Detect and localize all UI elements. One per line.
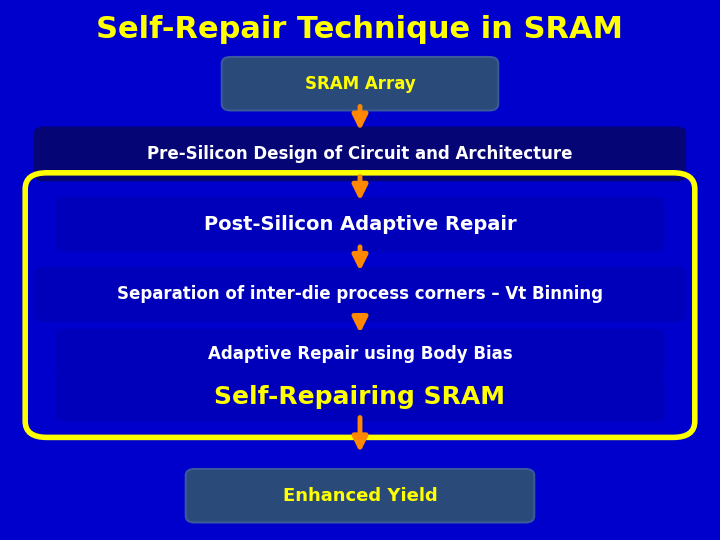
FancyBboxPatch shape (35, 267, 685, 321)
Text: Self-Repairing SRAM: Self-Repairing SRAM (215, 385, 505, 409)
FancyBboxPatch shape (56, 373, 664, 421)
Text: Self-Repair Technique in SRAM: Self-Repair Technique in SRAM (96, 15, 624, 44)
Text: Enhanced Yield: Enhanced Yield (283, 487, 437, 505)
Text: Pre-Silicon Design of Circuit and Architecture: Pre-Silicon Design of Circuit and Archit… (148, 145, 572, 163)
Text: Post-Silicon Adaptive Repair: Post-Silicon Adaptive Repair (204, 214, 516, 234)
FancyBboxPatch shape (186, 469, 534, 523)
FancyBboxPatch shape (222, 57, 498, 111)
Text: Adaptive Repair using Body Bias: Adaptive Repair using Body Bias (207, 345, 513, 363)
FancyBboxPatch shape (56, 197, 664, 251)
Text: SRAM Array: SRAM Array (305, 75, 415, 93)
FancyBboxPatch shape (56, 329, 664, 378)
FancyBboxPatch shape (35, 127, 685, 180)
Text: Separation of inter-die process corners – Vt Binning: Separation of inter-die process corners … (117, 285, 603, 303)
